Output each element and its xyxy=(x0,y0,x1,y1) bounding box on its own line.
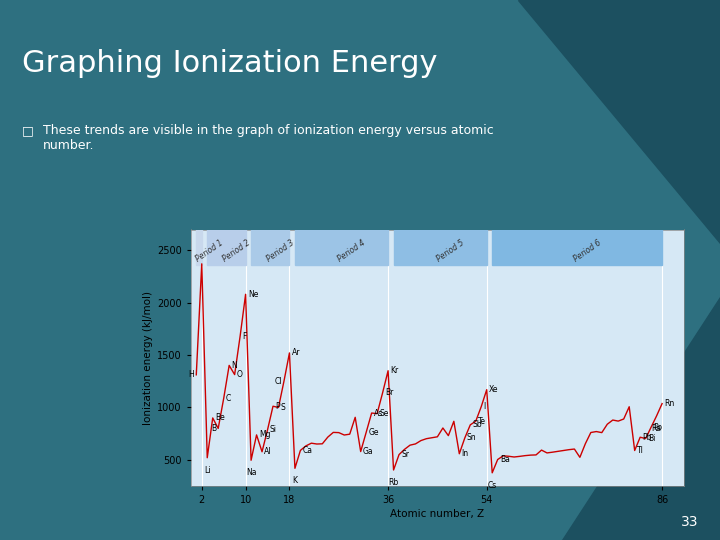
Text: P: P xyxy=(275,402,280,411)
Text: Ge: Ge xyxy=(369,428,379,437)
Text: Al: Al xyxy=(264,447,271,456)
Text: Ca: Ca xyxy=(302,446,312,455)
Text: Kr: Kr xyxy=(390,366,399,375)
Text: Sn: Sn xyxy=(467,434,477,442)
Text: Xe: Xe xyxy=(489,385,498,394)
Text: Se: Se xyxy=(379,409,389,418)
Bar xyxy=(207,230,246,265)
Text: Period 1: Period 1 xyxy=(194,238,225,264)
Text: 33: 33 xyxy=(681,515,698,529)
Text: Pb: Pb xyxy=(642,433,652,442)
Text: Na: Na xyxy=(246,468,256,477)
Text: Li: Li xyxy=(204,465,210,475)
Y-axis label: Ionization energy (kJ/mol): Ionization energy (kJ/mol) xyxy=(143,291,153,425)
Text: Graphing Ionization Energy: Graphing Ionization Energy xyxy=(22,49,437,78)
Text: Ra: Ra xyxy=(652,424,662,433)
Bar xyxy=(197,230,202,265)
Text: Te: Te xyxy=(478,417,486,426)
X-axis label: Atomic number, Z: Atomic number, Z xyxy=(390,509,485,519)
Text: Be: Be xyxy=(215,414,225,422)
Text: B: B xyxy=(211,424,216,433)
Text: Ba: Ba xyxy=(500,455,510,464)
Text: Period 6: Period 6 xyxy=(572,238,603,264)
Text: Period 4: Period 4 xyxy=(336,238,367,264)
Polygon shape xyxy=(562,297,720,540)
Text: Cs: Cs xyxy=(487,481,497,490)
Text: Ne: Ne xyxy=(248,290,258,299)
Text: F: F xyxy=(243,332,247,341)
Text: Tl: Tl xyxy=(637,446,644,455)
Text: Period 5: Period 5 xyxy=(435,238,466,264)
Text: In: In xyxy=(462,449,469,458)
Text: I: I xyxy=(483,402,486,411)
Text: Ar: Ar xyxy=(292,348,300,357)
Text: Rb: Rb xyxy=(388,478,399,487)
Text: These trends are visible in the graph of ionization energy versus atomic
number.: These trends are visible in the graph of… xyxy=(43,124,494,152)
Bar xyxy=(394,230,487,265)
Text: As: As xyxy=(374,409,383,417)
Bar xyxy=(295,230,388,265)
Text: Cl: Cl xyxy=(274,377,282,386)
Polygon shape xyxy=(518,0,720,243)
Text: Bi: Bi xyxy=(648,434,655,443)
Text: Si: Si xyxy=(270,426,276,434)
Text: K: K xyxy=(292,476,297,485)
Text: Period 3: Period 3 xyxy=(265,238,296,264)
Text: C: C xyxy=(226,394,231,403)
Text: □: □ xyxy=(22,124,33,137)
Text: Mg: Mg xyxy=(258,430,270,440)
Text: Po: Po xyxy=(653,423,662,431)
Text: Period 2: Period 2 xyxy=(221,238,252,264)
Text: Sr: Sr xyxy=(401,450,409,459)
Text: Sb: Sb xyxy=(472,420,482,429)
Text: S: S xyxy=(281,403,285,412)
Text: O: O xyxy=(237,370,243,379)
Text: Rn: Rn xyxy=(665,399,675,408)
Bar xyxy=(492,230,662,265)
Text: Br: Br xyxy=(384,388,393,397)
Text: Ga: Ga xyxy=(363,447,374,456)
Text: H: H xyxy=(189,370,194,379)
Text: N: N xyxy=(231,361,237,370)
Bar xyxy=(251,230,289,265)
